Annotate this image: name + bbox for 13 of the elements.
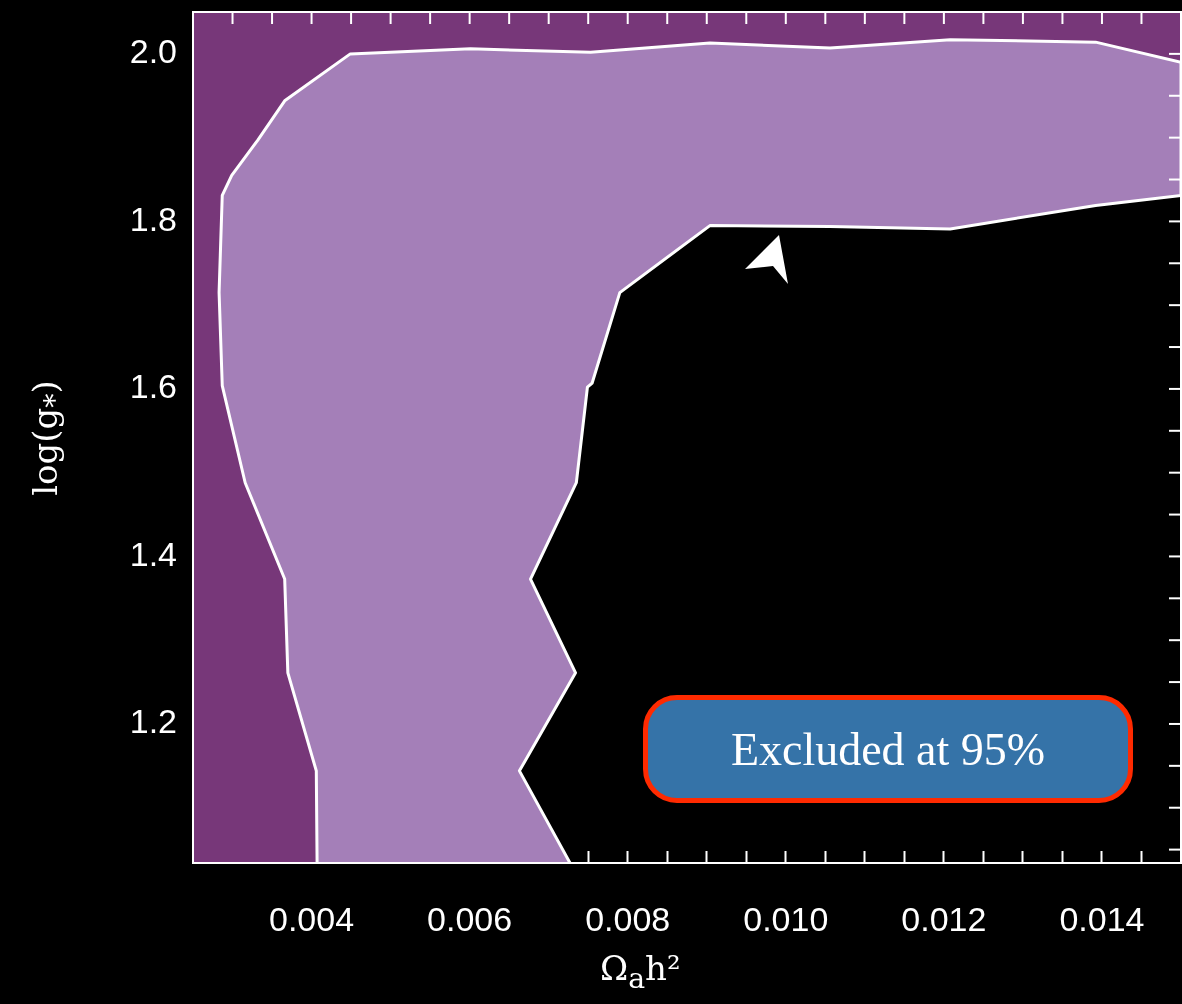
x-tick-label: 0.014 (1059, 899, 1145, 938)
x-tick-label: 0.012 (901, 899, 987, 938)
y-tick-label: 1.6 (129, 367, 177, 406)
x-tick-label: 0.006 (427, 899, 513, 938)
x-tick-label: 0.008 (585, 899, 671, 938)
y-tick-label: 1.2 (129, 702, 177, 741)
y-tick-label: 1.8 (129, 199, 177, 238)
callout-box: Excluded at 95% (643, 695, 1133, 803)
x-tick-label: 0.004 (269, 899, 355, 938)
y-tick-label: 1.4 (129, 534, 177, 573)
x-tick-label: 0.010 (743, 899, 829, 938)
y-tick-label: 2.0 (129, 32, 177, 71)
x-axis-title: Ω$_{a}$h² (600, 948, 681, 995)
